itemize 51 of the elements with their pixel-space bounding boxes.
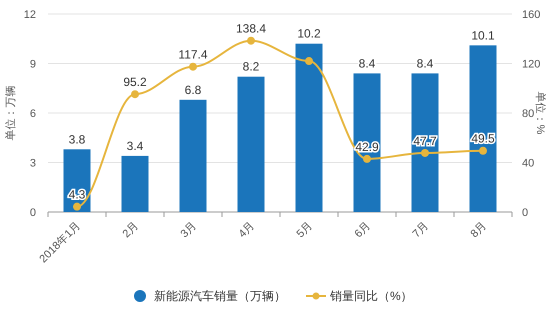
data-label: 10.1 <box>471 28 495 42</box>
bar <box>412 73 438 212</box>
point <box>247 36 255 45</box>
data-label: 42.9 <box>355 140 379 154</box>
y2-axis-title: 单位：% <box>534 92 547 135</box>
bar <box>296 44 322 212</box>
data-label: 117.4 <box>178 48 208 62</box>
y2-tick-label: 80 <box>522 108 534 120</box>
point <box>479 146 487 155</box>
y-tick-label: 12 <box>24 9 36 21</box>
y-tick-label: 3 <box>30 158 36 170</box>
bar <box>180 100 206 212</box>
bar <box>354 73 380 212</box>
data-label: 6.8 <box>184 82 202 97</box>
point <box>305 57 313 66</box>
y2-tick-label: 40 <box>522 158 534 170</box>
point <box>131 90 139 98</box>
legend-label: 新能源汽车销量（万辆） <box>154 289 286 303</box>
x-tick-label: 2月 <box>120 220 142 240</box>
point <box>421 148 429 157</box>
x-tick-label: 7月 <box>410 220 432 240</box>
point <box>189 62 197 71</box>
y2-tick-label: 120 <box>522 58 540 70</box>
data-label: 49.5 <box>471 132 495 146</box>
point <box>73 202 81 211</box>
x-tick-label: 5月 <box>294 220 316 240</box>
bar <box>470 45 496 212</box>
y2-tick-label: 160 <box>522 9 540 21</box>
y-tick-label: 6 <box>30 108 36 120</box>
x-tick-label: 6月 <box>352 220 374 240</box>
bar <box>122 156 148 212</box>
data-label: 138.4 <box>236 22 266 36</box>
data-label: 4.3 <box>68 188 86 202</box>
data-label: 8.2 <box>242 60 260 74</box>
x-tick-label: 4月 <box>236 220 258 240</box>
data-label: 3.8 <box>68 132 86 146</box>
y-axis-title: 单位：万辆 <box>4 86 17 140</box>
x-tick-label: 8月 <box>468 220 490 240</box>
y-tick-label: 9 <box>30 58 36 70</box>
y-tick-label: 0 <box>30 207 36 219</box>
data-label: 10.2 <box>297 26 321 41</box>
y2-tick-label: 0 <box>522 207 528 219</box>
legend-label: 销量同比（%） <box>329 289 413 303</box>
data-label: 3.4 <box>126 138 144 153</box>
data-label: 8.4 <box>416 56 434 70</box>
point <box>363 154 371 163</box>
data-label: 47.7 <box>413 134 437 148</box>
bar <box>238 76 264 212</box>
data-label: 8.4 <box>358 56 376 70</box>
data-label: 95.2 <box>123 75 147 90</box>
x-tick-label: 3月 <box>178 220 200 240</box>
